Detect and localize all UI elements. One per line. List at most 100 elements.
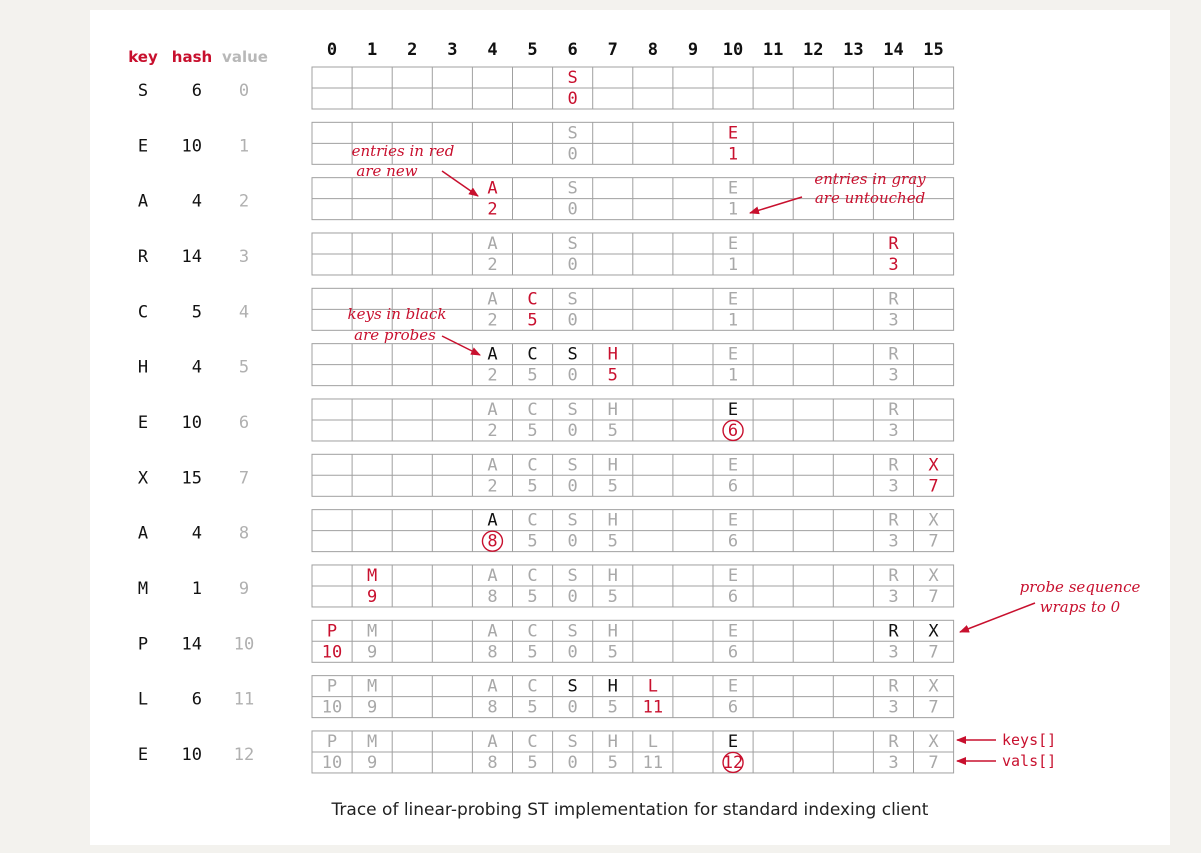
key-entry: R bbox=[888, 345, 899, 365]
value-entry: 5 bbox=[527, 476, 537, 496]
row-key: L bbox=[138, 690, 148, 710]
key-entry: E bbox=[728, 289, 738, 309]
key-entry: R bbox=[888, 234, 899, 254]
key-entry: M bbox=[367, 732, 377, 752]
key-entry: A bbox=[487, 566, 497, 586]
value-entry: 12 bbox=[723, 753, 743, 773]
key-entry: X bbox=[928, 732, 939, 752]
key-entry: C bbox=[527, 345, 537, 365]
value-entry: 0 bbox=[568, 366, 578, 386]
value-entry: 0 bbox=[568, 698, 578, 718]
arrow-probes bbox=[441, 335, 481, 356]
key-entry: H bbox=[608, 345, 618, 365]
index-label-6: 6 bbox=[568, 40, 578, 60]
annotation-wrap-line1: probe sequence bbox=[1020, 578, 1141, 596]
array-grid bbox=[311, 509, 955, 553]
row-hash: 10 bbox=[182, 413, 202, 433]
key-entry: X bbox=[928, 566, 939, 586]
key-entry: C bbox=[527, 732, 537, 752]
value-entry: 0 bbox=[568, 753, 578, 773]
row-key: C bbox=[138, 302, 148, 322]
key-entry: S bbox=[568, 566, 578, 586]
annotation-untouched-line1: entries in gray bbox=[814, 170, 926, 188]
key-entry: H bbox=[608, 511, 618, 531]
row-key: E bbox=[138, 745, 148, 765]
probe-hit-circle bbox=[722, 419, 744, 442]
value-entry: 2 bbox=[487, 310, 497, 330]
row-value: 8 bbox=[239, 524, 249, 544]
annotation-probes-line1: keys in black bbox=[348, 305, 447, 323]
key-entry: E bbox=[728, 455, 738, 475]
key-entry: A bbox=[487, 455, 497, 475]
arrow-wrap bbox=[959, 602, 1036, 633]
index-label-9: 9 bbox=[688, 40, 698, 60]
value-entry: 11 bbox=[643, 753, 663, 773]
value-entry: 8 bbox=[487, 753, 497, 773]
value-entry: 8 bbox=[487, 587, 497, 607]
index-label-5: 5 bbox=[527, 40, 537, 60]
value-entry: 3 bbox=[888, 310, 898, 330]
row-value: 5 bbox=[239, 358, 249, 378]
value-entry: 0 bbox=[568, 587, 578, 607]
row-value: 10 bbox=[234, 634, 254, 654]
row-hash: 15 bbox=[182, 468, 202, 488]
value-entry: 7 bbox=[928, 476, 938, 496]
key-entry: P bbox=[327, 621, 337, 641]
key-entry: A bbox=[487, 345, 497, 365]
value-entry: 1 bbox=[728, 310, 738, 330]
row-hash: 1 bbox=[192, 579, 202, 599]
key-entry: A bbox=[487, 400, 497, 420]
key-entry: S bbox=[568, 345, 578, 365]
value-entry: 3 bbox=[888, 532, 898, 552]
value-entry: 7 bbox=[928, 642, 938, 662]
key-entry: X bbox=[928, 677, 939, 697]
key-entry: A bbox=[487, 289, 497, 309]
row-value: 6 bbox=[239, 413, 249, 433]
index-label-12: 12 bbox=[803, 40, 823, 60]
key-entry: C bbox=[527, 289, 537, 309]
key-entry: E bbox=[728, 621, 738, 641]
row-key: P bbox=[138, 634, 148, 654]
row-hash: 6 bbox=[192, 81, 202, 101]
value-entry: 2 bbox=[487, 421, 497, 441]
value-entry: 3 bbox=[888, 587, 898, 607]
row-value: 1 bbox=[239, 136, 249, 156]
row-key: R bbox=[138, 247, 149, 267]
row-value: 0 bbox=[239, 81, 249, 101]
array-grid bbox=[311, 398, 955, 442]
value-entry: 6 bbox=[728, 476, 738, 496]
row-hash: 4 bbox=[192, 358, 202, 378]
key-entry: X bbox=[928, 455, 939, 475]
key-entry: A bbox=[487, 677, 497, 697]
key-entry: E bbox=[728, 345, 738, 365]
key-entry: S bbox=[568, 289, 578, 309]
annotation-untouched-line2: are untouched bbox=[815, 189, 925, 207]
index-label-15: 15 bbox=[923, 40, 943, 60]
key-entry: A bbox=[487, 621, 497, 641]
index-label-7: 7 bbox=[608, 40, 618, 60]
value-entry: 3 bbox=[888, 642, 898, 662]
key-entry: R bbox=[888, 289, 899, 309]
index-label-14: 14 bbox=[883, 40, 903, 60]
value-entry: 8 bbox=[487, 642, 497, 662]
index-labels: 0 1 2 3 4 5 6 7 8 9 10 11 12 13 14 15 bbox=[327, 40, 944, 60]
value-entry: 6 bbox=[728, 698, 738, 718]
annotation-entries-new: entries in red are new bbox=[352, 142, 479, 197]
key-entry: M bbox=[367, 677, 377, 697]
array-grid bbox=[311, 453, 955, 497]
key-entry: A bbox=[487, 732, 497, 752]
value-entry: 5 bbox=[608, 642, 618, 662]
key-entry: C bbox=[527, 566, 537, 586]
value-entry: 2 bbox=[487, 366, 497, 386]
value-entry: 8 bbox=[487, 698, 497, 718]
value-entry: 10 bbox=[322, 642, 342, 662]
value-entry: 3 bbox=[888, 366, 898, 386]
key-entry: E bbox=[728, 179, 738, 199]
value-entry: 5 bbox=[527, 421, 537, 441]
